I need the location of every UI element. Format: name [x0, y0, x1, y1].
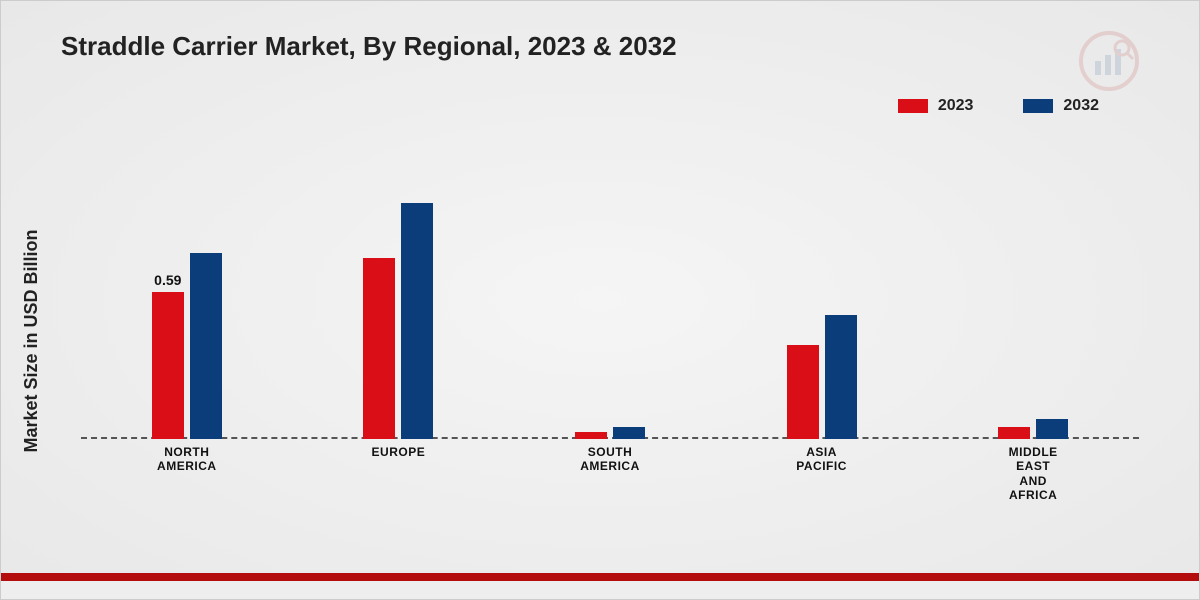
bar-2032 [401, 203, 433, 439]
legend-label-2032: 2032 [1063, 97, 1099, 115]
bar-group [983, 419, 1083, 439]
x-axis-labels: NORTHAMERICA EUROPE SOUTHAMERICA ASIAPACIFI… [81, 439, 1139, 499]
bar-value-label: 0.59 [154, 272, 181, 288]
bar-group [772, 315, 872, 439]
footer-red-bar [1, 573, 1199, 581]
legend: 2023 2032 [898, 97, 1099, 115]
x-axis-category-label: MIDDLEEASTANDAFRICA [983, 439, 1083, 499]
bar-group [348, 203, 448, 439]
bar-2023 [575, 432, 607, 439]
chart-title: Straddle Carrier Market, By Regional, 20… [61, 31, 677, 62]
bar-2023: 0.59 [152, 292, 184, 439]
x-axis-category-label: EUROPE [348, 439, 448, 499]
bar-2032 [825, 315, 857, 439]
legend-label-2023: 2023 [938, 97, 974, 115]
bar-2023 [363, 258, 395, 439]
x-axis-category-label: SOUTHAMERICA [560, 439, 660, 499]
bar-group: 0.59 [137, 253, 237, 439]
x-axis-category-label: NORTHAMERICA [137, 439, 237, 499]
bar-groups: 0.59 [81, 141, 1139, 439]
bar-2023 [787, 345, 819, 439]
x-axis-category-label: ASIAPACIFIC [772, 439, 872, 499]
legend-item-2032: 2032 [1023, 97, 1099, 115]
legend-item-2023: 2023 [898, 97, 974, 115]
bar-2023 [998, 427, 1030, 439]
bar-2032 [190, 253, 222, 439]
bar-2032 [613, 427, 645, 439]
bar-group [560, 427, 660, 439]
watermark-icon [1079, 31, 1139, 91]
footer-grey-bar [1, 581, 1199, 599]
bar-2032 [1036, 419, 1068, 439]
legend-swatch-2023 [898, 99, 928, 113]
plot-area: 0.59 NORTHAMERICA EUROPE SOUTHAMERICA ASIAP… [81, 141, 1139, 499]
y-axis-label: Market Size in USD Billion [21, 181, 42, 501]
legend-swatch-2032 [1023, 99, 1053, 113]
chart-panel: Straddle Carrier Market, By Regional, 20… [0, 0, 1200, 600]
